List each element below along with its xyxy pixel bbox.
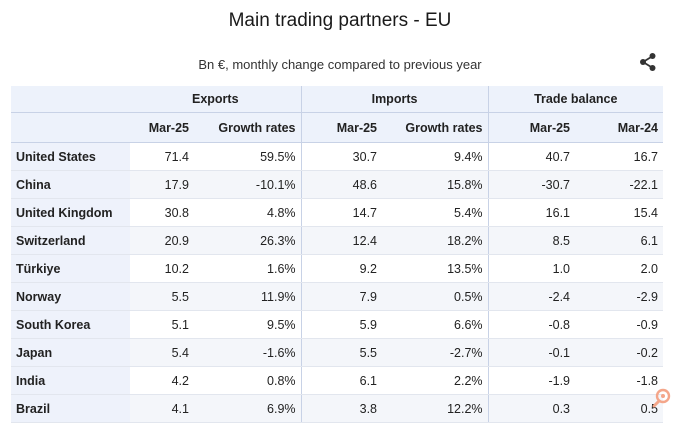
corner-cell (11, 86, 130, 113)
table-cell: 0.5% (382, 282, 489, 311)
chart-subtitle: Bn €, monthly change compared to previou… (198, 57, 482, 72)
table-cell: 5.5 (130, 282, 194, 311)
table-cell: -2.4 (487, 282, 576, 311)
table-cell: 4.8% (194, 198, 302, 227)
table-cell: 30.7 (300, 142, 383, 171)
table-cell: 15.8% (382, 170, 489, 199)
table-row: Brazil 4.1 6.9% 3.8 12.2% 0.3 0.5 (11, 394, 664, 423)
table-cell: 5.4 (130, 338, 194, 367)
group-header-exports: Exports (130, 86, 302, 113)
table-cell: 9.2 (300, 254, 383, 283)
table-cell: 71.4 (130, 142, 194, 171)
table-cell: -0.8 (487, 310, 576, 339)
row-label: South Korea (11, 310, 130, 339)
table-cell: 40.7 (487, 142, 576, 171)
table-cell: 26.3% (194, 226, 302, 255)
table-cell: -1.9 (487, 366, 576, 395)
table-cell: 16.7 (575, 142, 664, 171)
table-cell: 30.8 (130, 198, 194, 227)
column-header: Mar-24 (575, 112, 664, 143)
chart-title: Main trading partners - EU (228, 10, 452, 31)
table-cell: 5.1 (130, 310, 194, 339)
row-label: United Kingdom (11, 198, 130, 227)
share-icon[interactable] (638, 52, 658, 72)
table-row: United States 71.4 59.5% 30.7 9.4% 40.7 16.7 (11, 142, 664, 171)
corner-cell (11, 112, 130, 143)
table-row: Türkiye 10.2 1.6% 9.2 13.5% 1.0 2.0 (11, 254, 664, 283)
table-cell: -10.1% (194, 170, 302, 199)
wrench-gear-icon (652, 388, 671, 408)
table-cell: -0.2 (575, 338, 664, 367)
table-cell: -1.8 (575, 366, 664, 395)
table-cell: 6.9% (194, 394, 302, 423)
row-label: China (11, 170, 130, 199)
table-cell: 48.6 (300, 170, 383, 199)
table-cell: 12.2% (382, 394, 489, 423)
table-cell: 1.6% (194, 254, 302, 283)
row-label: United States (11, 142, 130, 171)
table-cell: 6.1 (300, 366, 383, 395)
table-row: India 4.2 0.8% 6.1 2.2% -1.9 -1.8 (11, 366, 664, 395)
table-cell: 13.5% (382, 254, 489, 283)
table-cell: 9.5% (194, 310, 302, 339)
column-header: Mar-25 (130, 112, 194, 143)
table-cell: 59.5% (194, 142, 302, 171)
table-row: Norway 5.5 11.9% 7.9 0.5% -2.4 -2.9 (11, 282, 664, 311)
table-cell: 6.6% (382, 310, 489, 339)
table-cell: 8.5 (487, 226, 576, 255)
row-label: Switzerland (11, 226, 130, 255)
table-cell: 17.9 (130, 170, 194, 199)
table-cell: 0.3 (487, 394, 576, 423)
table-row: United Kingdom 30.8 4.8% 14.7 5.4% 16.1 15.4 (11, 198, 664, 227)
table-cell: 12.4 (300, 226, 383, 255)
table-cell: 18.2% (382, 226, 489, 255)
row-label: Japan (11, 338, 130, 367)
table-row: Japan 5.4 -1.6% 5.5 -2.7% -0.1 -0.2 (11, 338, 664, 367)
table-cell: 15.4 (575, 198, 664, 227)
group-header-row: Exports Imports Trade balance (11, 86, 664, 113)
table-cell: 5.5 (300, 338, 383, 367)
row-label: Norway (11, 282, 130, 311)
group-header-imports: Imports (300, 86, 489, 113)
table-cell: 1.0 (487, 254, 576, 283)
table-cell: -22.1 (575, 170, 664, 199)
column-header: Mar-25 (300, 112, 383, 143)
table-cell: 11.9% (194, 282, 302, 311)
table-cell: 2.0 (575, 254, 664, 283)
column-header: Growth rates (194, 112, 302, 143)
table-cell: 4.1 (130, 394, 194, 423)
table-row: Switzerland 20.9 26.3% 12.4 18.2% 8.5 6.1 (11, 226, 664, 255)
table-row: South Korea 5.1 9.5% 5.9 6.6% -0.8 -0.9 (11, 310, 664, 339)
column-header-row: Mar-25 Growth rates Mar-25 Growth rates … (11, 112, 664, 143)
row-label: India (11, 366, 130, 395)
table-cell: 4.2 (130, 366, 194, 395)
table-cell: 7.9 (300, 282, 383, 311)
table-cell: -30.7 (487, 170, 576, 199)
column-header: Growth rates (382, 112, 489, 143)
table-cell: -1.6% (194, 338, 302, 367)
table-cell: 0.5 (575, 394, 664, 423)
row-label: Türkiye (11, 254, 130, 283)
table-cell: -0.9 (575, 310, 664, 339)
table-cell: -2.7% (382, 338, 489, 367)
table-cell: 3.8 (300, 394, 383, 423)
group-header-trade-balance: Trade balance (487, 86, 664, 113)
table-cell: 14.7 (300, 198, 383, 227)
table-cell: 0.8% (194, 366, 302, 395)
table-cell: -2.9 (575, 282, 664, 311)
table-cell: 9.4% (382, 142, 489, 171)
table-cell: 6.1 (575, 226, 664, 255)
table-cell: -0.1 (487, 338, 576, 367)
table-cell: 2.2% (382, 366, 489, 395)
column-header: Mar-25 (487, 112, 576, 143)
trading-partners-table: Exports Imports Trade balance Mar-25 Gro… (11, 86, 664, 423)
table-row: China 17.9 -10.1% 48.6 15.8% -30.7 -22.1 (11, 170, 664, 199)
table-cell: 20.9 (130, 226, 194, 255)
table-cell: 5.4% (382, 198, 489, 227)
table-cell: 16.1 (487, 198, 576, 227)
table-cell: 5.9 (300, 310, 383, 339)
row-label: Brazil (11, 394, 130, 423)
table-cell: 10.2 (130, 254, 194, 283)
